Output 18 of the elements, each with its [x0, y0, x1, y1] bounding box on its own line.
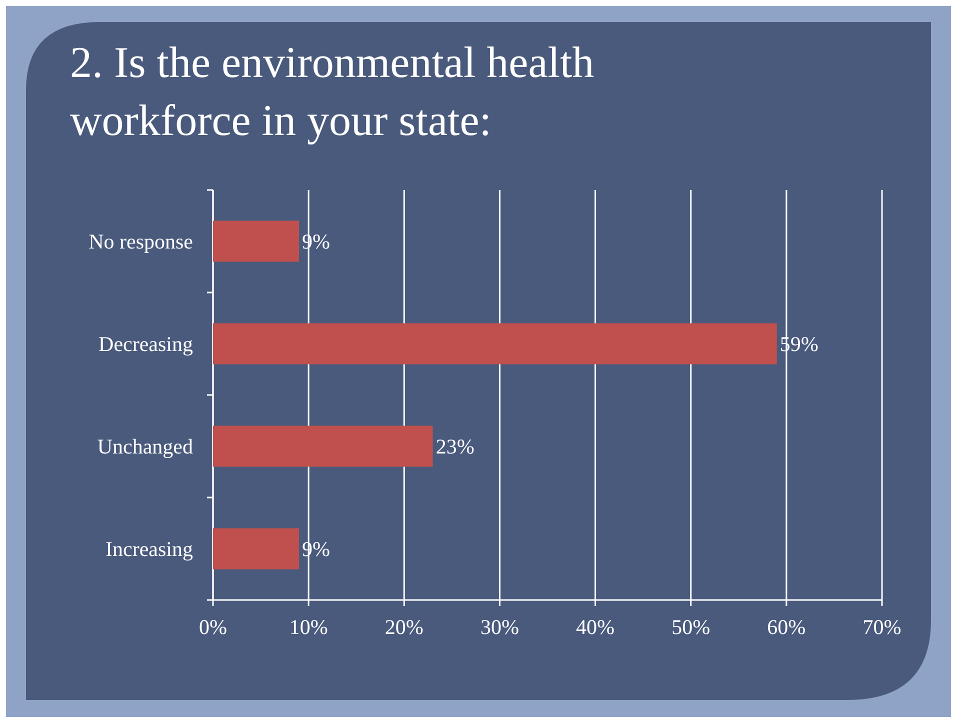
y-tick-label: Unchanged — [97, 434, 194, 458]
data-label: 23% — [436, 434, 474, 458]
chart-title: 2. Is the environmental health workforce in your state: — [70, 38, 594, 145]
y-tick-label: No response — [88, 229, 193, 254]
bar — [213, 220, 300, 262]
y-tick-label: Decreasing — [98, 332, 194, 356]
x-tick-label: 30% — [480, 615, 519, 639]
x-tick-label: 50% — [672, 615, 710, 639]
y-tick-label: Increasing — [106, 536, 194, 561]
x-tick-label: 0% — [199, 615, 227, 639]
bar — [213, 528, 300, 570]
x-tick-label: 60% — [767, 615, 806, 639]
x-tick-label: 40% — [576, 615, 615, 639]
x-tick-label: 20% — [384, 615, 424, 639]
bar — [213, 323, 777, 364]
x-tick-label: 10% — [289, 615, 328, 639]
x-tick-label: 70% — [862, 615, 902, 639]
bar — [213, 426, 433, 467]
